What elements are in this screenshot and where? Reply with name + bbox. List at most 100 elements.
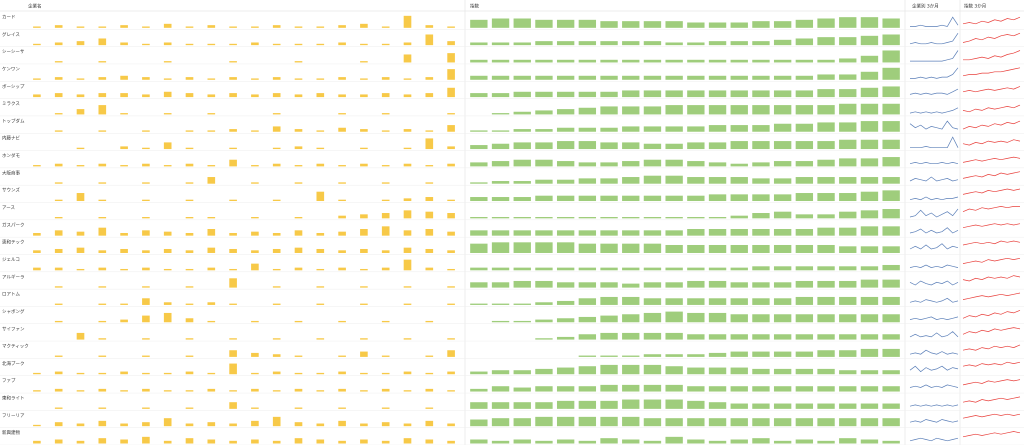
bar — [381, 165, 390, 167]
bar — [600, 127, 618, 132]
bar — [207, 372, 216, 375]
bar — [708, 105, 727, 115]
bar — [316, 390, 325, 392]
bar — [120, 319, 128, 323]
bar — [665, 195, 683, 202]
bar — [860, 158, 879, 167]
bar — [381, 182, 390, 184]
bar — [860, 139, 879, 150]
bar — [600, 315, 618, 323]
sparkline — [909, 419, 959, 423]
bar — [730, 229, 748, 236]
bar — [76, 147, 85, 150]
bar — [447, 41, 455, 46]
bar — [229, 278, 237, 288]
sparkline — [962, 413, 1021, 419]
bar — [98, 303, 107, 305]
bar — [425, 388, 434, 392]
bar — [251, 320, 259, 323]
bar — [98, 105, 107, 115]
bar — [425, 407, 434, 409]
bar — [752, 351, 770, 357]
bar — [665, 90, 683, 98]
bar — [752, 105, 770, 115]
bar — [425, 229, 434, 236]
bar — [882, 121, 900, 132]
bar — [665, 59, 683, 63]
bar — [381, 440, 390, 444]
bar — [54, 217, 63, 219]
bar — [54, 113, 63, 115]
bar — [882, 440, 900, 444]
bar — [839, 350, 857, 357]
bar — [622, 106, 640, 115]
bar — [643, 217, 662, 219]
bar — [882, 139, 900, 150]
bar — [860, 17, 879, 28]
bar — [251, 352, 259, 357]
bar — [860, 121, 879, 132]
bar — [491, 217, 510, 219]
bar — [860, 226, 879, 236]
bar — [163, 390, 172, 392]
bar — [251, 182, 259, 184]
bar — [338, 231, 346, 236]
bar — [665, 267, 683, 271]
bar — [120, 390, 128, 392]
bar — [251, 94, 259, 98]
bar — [163, 42, 172, 46]
bar — [730, 105, 748, 115]
bar — [272, 303, 281, 305]
bar — [687, 312, 705, 323]
row-label: ファブ — [2, 377, 16, 384]
bar — [730, 282, 748, 288]
sparkline — [909, 331, 959, 338]
bar — [556, 161, 575, 167]
bar — [470, 419, 488, 427]
bar — [491, 303, 510, 305]
bar — [54, 182, 63, 184]
bar — [447, 371, 455, 375]
bar — [643, 59, 662, 63]
bar — [251, 250, 259, 253]
bar — [708, 75, 727, 80]
bar — [98, 93, 107, 98]
bar — [491, 440, 510, 444]
bar — [54, 42, 63, 46]
bar — [76, 94, 85, 98]
bar — [730, 59, 748, 63]
bar — [316, 372, 325, 375]
bar — [403, 15, 412, 28]
bar — [773, 123, 792, 132]
bar — [185, 371, 194, 375]
bar — [795, 229, 814, 236]
bar — [839, 438, 857, 444]
bar — [207, 320, 216, 323]
bar — [882, 157, 900, 167]
bar — [491, 75, 510, 80]
bar — [185, 338, 194, 340]
row-label: サイファン — [2, 326, 25, 332]
bar — [360, 163, 368, 167]
bar — [752, 125, 770, 132]
bar — [687, 22, 705, 28]
bar — [142, 77, 150, 80]
bar — [839, 386, 857, 392]
bar — [513, 418, 531, 427]
bar — [120, 93, 128, 98]
bar — [120, 423, 128, 427]
bar — [708, 352, 727, 357]
bar — [447, 87, 455, 98]
bar — [447, 303, 455, 305]
bar — [839, 139, 857, 150]
bar — [687, 400, 705, 409]
bar — [882, 190, 900, 202]
sparkline — [962, 171, 1021, 179]
bar — [622, 399, 640, 409]
bar — [578, 75, 597, 80]
sparkline — [962, 32, 1021, 43]
bar — [600, 243, 618, 253]
bar — [272, 390, 281, 392]
bar — [556, 242, 575, 253]
row-label: 北海ブーク — [2, 360, 25, 367]
